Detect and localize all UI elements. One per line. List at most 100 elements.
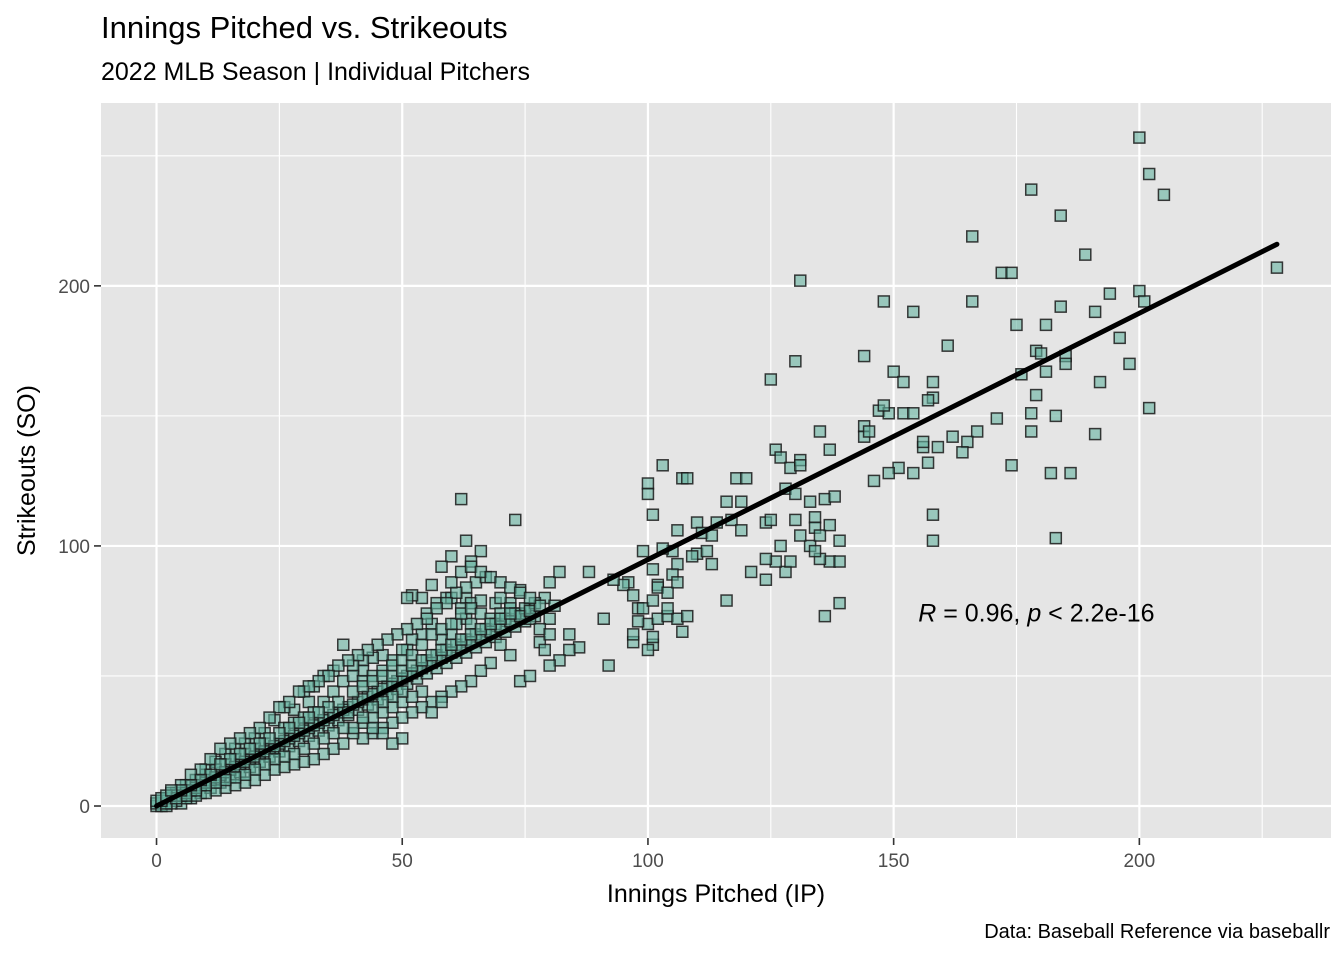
data-point [962,436,973,447]
data-point [908,468,919,479]
data-point [628,629,639,640]
data-point [829,491,840,502]
data-point [908,306,919,317]
data-point [1060,358,1071,369]
data-point [426,707,437,718]
r-symbol: R [918,599,936,627]
data-point [1139,296,1150,307]
data-point [495,639,506,650]
data-point [662,603,673,614]
data-point [475,665,486,676]
data-point [633,616,644,627]
data-point [1271,262,1282,273]
data-point [357,712,368,723]
y-tick-label: 200 [58,277,90,298]
data-point [525,670,536,681]
data-point [1095,377,1106,388]
data-point [1055,301,1066,312]
data-point [1080,249,1091,260]
data-point [878,296,889,307]
data-point [760,553,771,564]
data-point [475,546,486,557]
data-point [942,340,953,351]
data-point [642,488,653,499]
data-point [436,696,447,707]
data-point [495,592,506,603]
y-axis-title: Strikeouts (SO) [13,385,41,556]
data-point [810,512,821,523]
data-point [834,556,845,567]
data-point [426,579,437,590]
data-point [1036,348,1047,359]
data-point [367,722,378,733]
data-point [1134,132,1145,143]
data-point [1065,468,1076,479]
data-point [736,496,747,507]
x-tick-label: 150 [878,851,910,872]
x-axis-title: Innings Pitched (IP) [607,880,825,908]
data-point [1026,408,1037,419]
p-value: < 2.2e-16 [1041,599,1154,627]
data-point [1040,366,1051,377]
data-point [814,426,825,437]
data-point [721,496,732,507]
data-point [795,530,806,541]
data-point [554,566,565,577]
data-point [967,231,978,242]
x-axis-ticks: 0 50 100 150 200 [151,838,1155,872]
data-point [456,494,467,505]
data-point [628,590,639,601]
data-point [834,598,845,609]
data-point [1134,286,1145,297]
data-point [505,608,516,619]
data-point [1144,403,1155,414]
data-point [461,535,472,546]
data-point [864,426,875,437]
data-point [564,629,575,640]
p-symbol: p [1026,599,1041,627]
data-point [431,603,442,614]
data-point [1031,390,1042,401]
data-point [927,509,938,520]
data-point [888,366,899,377]
data-point [451,587,462,598]
data-point [682,611,693,622]
data-point [1006,267,1017,278]
data-source-caption: Data: Baseball Reference via baseballr [984,920,1330,944]
data-point [416,639,427,650]
data-point [510,514,521,525]
data-point [947,431,958,442]
data-point [775,452,786,463]
data-point [539,644,550,655]
data-point [972,426,983,437]
data-point [638,546,649,557]
data-point [868,475,879,486]
data-point [923,395,934,406]
data-point [387,738,398,749]
data-point [898,377,909,388]
data-point [883,468,894,479]
data-point [338,639,349,650]
y-tick-label: 100 [58,537,90,558]
data-point [1055,210,1066,221]
data-point [1104,288,1115,299]
data-point [274,702,285,713]
data-point [505,650,516,661]
data-point [333,660,344,671]
data-point [819,611,830,622]
data-point [814,530,825,541]
y-tick-label: 0 [79,797,90,818]
data-point [908,408,919,419]
data-point [647,509,658,520]
data-point [642,478,653,489]
data-point [672,577,683,588]
data-point [1050,410,1061,421]
data-point [544,629,555,640]
data-point [1144,169,1155,180]
data-point [775,540,786,551]
data-point [692,517,703,528]
data-point [583,566,594,577]
data-point [701,546,712,557]
data-point [795,275,806,286]
